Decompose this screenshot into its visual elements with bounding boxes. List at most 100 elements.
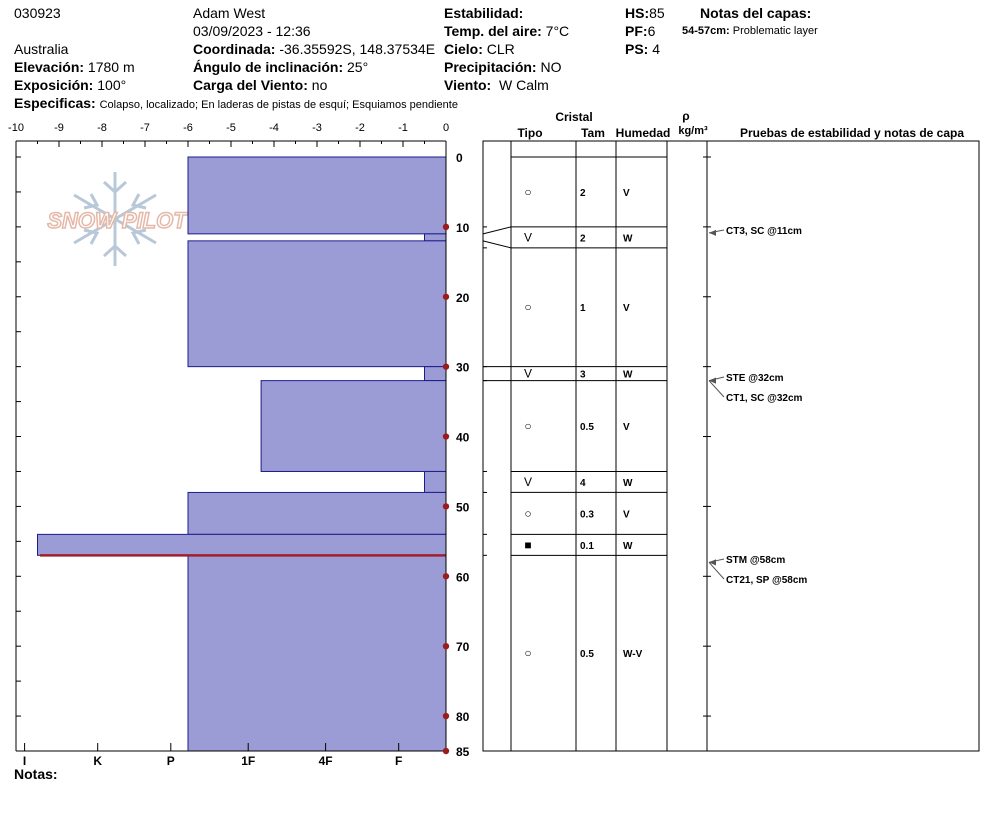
hardness-bar-6 (187, 491, 447, 535)
observer-name: Adam West (193, 5, 266, 21)
layer-note: 54-57cm: Problematic layer (682, 22, 818, 40)
test-arrow (709, 377, 716, 384)
pit-id: 030923 (14, 5, 61, 21)
layer-type: ■ (524, 538, 531, 552)
hardness-plot: -10 -9 -8 -7 -6 -5 -4 -3 -2 -1 0I K P 1F 4F F0102030405… (8, 122, 470, 768)
bottom-tick-label: I (23, 754, 26, 768)
layer-moisture: W (623, 478, 633, 489)
exposure-row: Exposición: 100° (14, 76, 126, 94)
layer-moisture: V (623, 303, 630, 314)
hardness-bar-7 (37, 533, 447, 556)
depth-tick-label: 85 (456, 745, 470, 759)
layer-type: ○ (524, 185, 531, 199)
bottom-tick-label: P (167, 754, 175, 768)
top-tick-label: -4 (269, 122, 279, 134)
hs-row: HS:85 (625, 4, 665, 22)
depth-marker (442, 433, 450, 440)
density-unit: kg/m³ (678, 125, 708, 137)
hardness-bar-0 (187, 156, 447, 235)
layer-type: ○ (524, 419, 531, 433)
density-header: ρ (682, 109, 689, 123)
sky-row: Cielo: CLR (444, 40, 515, 58)
elevation-label: Elevación: (14, 59, 85, 75)
layer-moisture: W (623, 233, 633, 244)
layer-size: 3 (580, 370, 586, 381)
tests-header: Pruebas de estabilidad y notas de capa (740, 126, 964, 140)
notes-row: Notas: (14, 765, 58, 783)
layer-note-range: 54-57cm: (682, 25, 730, 37)
layer-size: 4 (580, 478, 586, 489)
top-tick-label: -7 (140, 122, 150, 134)
test-label: STE @32cm (726, 373, 784, 384)
hardness-bar-1 (424, 233, 447, 242)
pf-value: 6 (647, 23, 656, 39)
layer-moisture: V (623, 509, 630, 520)
ps-row: PS: 4 (625, 40, 660, 58)
depth-tick-label: 30 (456, 361, 470, 375)
stability-row: Estabilidad: (444, 4, 523, 22)
slope-value: 25° (347, 59, 369, 75)
air-temp-value: 7°C (545, 23, 570, 39)
hardness-bar-3 (424, 366, 447, 382)
test-label: STM @58cm (726, 555, 785, 566)
top-tick-label: -8 (97, 122, 107, 134)
test-arrow (709, 559, 716, 566)
layer-table: Cristal Tipo Tam Humedad ρ kg/m³ Pruebas de es… (482, 109, 980, 752)
snowpilot-watermark: SNOW PILOT (47, 172, 189, 266)
wind-row: Viento: W Calm (444, 76, 549, 94)
layer-size: 2 (580, 188, 586, 199)
depth-tick-label: 0 (456, 151, 463, 165)
depth-marker (442, 712, 450, 720)
slope-label: Ángulo de inclinación: (193, 59, 344, 75)
depth-marker (442, 573, 450, 580)
test-label: CT3, SC @11cm (726, 226, 802, 237)
layer-type: V (524, 230, 532, 244)
precip-value: NO (540, 59, 562, 75)
elevation-row: Elevación: 1780 m (14, 58, 135, 76)
layer-moisture: W (623, 541, 633, 552)
bottom-tick-label: K (93, 754, 102, 768)
layer-size: 1 (580, 303, 586, 314)
top-tick-label: -2 (355, 122, 365, 134)
depth-marker (442, 642, 450, 650)
coordinate-label: Coordinada: (193, 41, 276, 57)
air-temp-row: Temp. del aire: 7°C (444, 22, 569, 40)
exposure-label: Exposición: (14, 77, 94, 93)
top-tick-label: -1 (398, 122, 408, 134)
connector-line (482, 240, 512, 249)
sky-label: Cielo: (444, 41, 483, 57)
layer-size: 0.3 (580, 509, 594, 520)
depth-tick-label: 60 (456, 570, 470, 584)
air-temp-label: Temp. del aire: (444, 23, 542, 39)
depth-marker (442, 293, 450, 300)
layer-type: ○ (524, 646, 531, 660)
crystal-header: Cristal (555, 110, 592, 124)
hardness-bar-8 (187, 554, 447, 752)
pf-label: PF: (625, 23, 648, 39)
top-tick-label: -3 (312, 122, 322, 134)
depth-tick-label: 10 (456, 221, 470, 235)
moisture-header: Humedad (616, 126, 671, 140)
depth-marker (442, 747, 450, 755)
precip-label: Precipitación: (444, 59, 537, 75)
coordinate-row: Coordinada: -36.35592S, 148.37534E (193, 40, 435, 58)
top-tick-label: 0 (443, 122, 449, 134)
size-header: Tam (581, 126, 605, 140)
stability-label: Estabilidad: (444, 5, 524, 21)
layer-moisture: W (623, 370, 633, 381)
hs-value: 85 (649, 5, 665, 21)
snowflake-icon (73, 172, 157, 266)
wind-load-label: Carga del Viento: (193, 77, 308, 93)
watermark-text: SNOW PILOT (47, 208, 188, 233)
ps-label: PS: (625, 41, 649, 57)
pf-row: PF:6 (625, 22, 655, 40)
ps-value: 4 (652, 41, 661, 57)
bottom-tick-label: 4F (319, 754, 333, 768)
depth-tick-label: 20 (456, 291, 470, 305)
specifics-row: Especificas: Colapso, localizado; En lad… (14, 94, 458, 114)
layer-notes-title: Notas del capas: (700, 5, 812, 21)
top-tick-label: -5 (226, 122, 236, 134)
connector-line (482, 226, 512, 235)
hs-label: HS: (625, 5, 650, 21)
